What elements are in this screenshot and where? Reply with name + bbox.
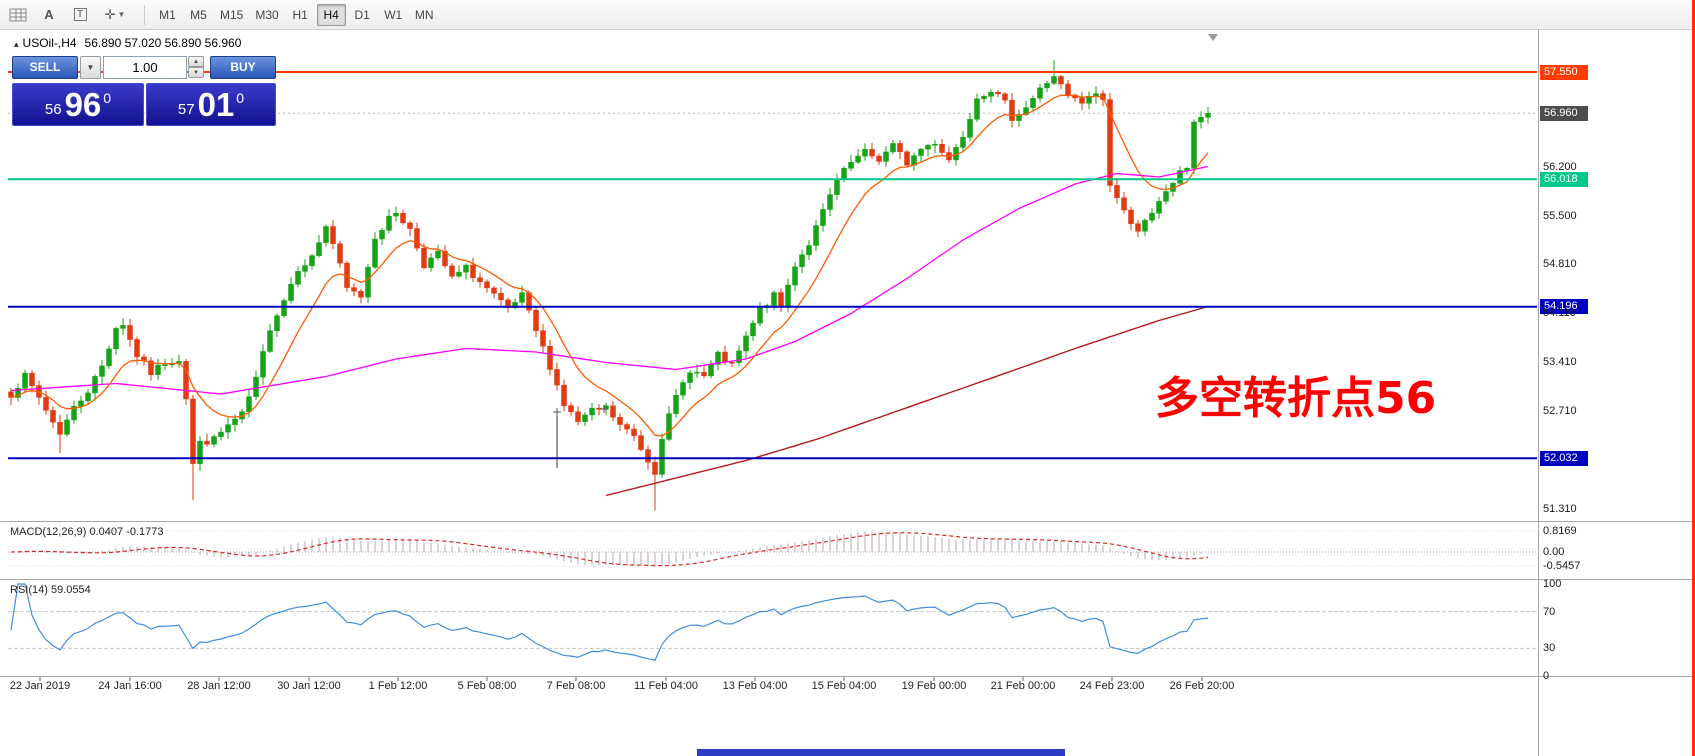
- timeframe-button-M5[interactable]: M5: [184, 4, 213, 26]
- crosshair-icon: ✛: [104, 6, 116, 22]
- window-edge-strip: [1692, 0, 1695, 756]
- ask-big-digits: 01: [197, 86, 235, 123]
- timeframe-button-D1[interactable]: D1: [348, 4, 377, 26]
- macd-name: MACD(12,26,9): [10, 526, 87, 538]
- macd-signal-value: -0.1773: [126, 526, 164, 538]
- insert-label-icon[interactable]: T: [66, 3, 94, 27]
- rsi-indicator-label: RSI(14) 59.0554: [10, 584, 91, 596]
- macd-signal-line: [10, 532, 1209, 567]
- cross-marker[interactable]: [553, 408, 561, 416]
- sell-button[interactable]: SELL: [12, 56, 78, 79]
- bid-big-digits: 96: [64, 86, 102, 123]
- rsi-name: RSI(14): [10, 584, 48, 596]
- timeframe-button-MN[interactable]: MN: [410, 4, 439, 26]
- timeframe-button-H1[interactable]: H1: [286, 4, 315, 26]
- volume-increase-button[interactable]: ▲: [188, 56, 204, 67]
- ask-price-box[interactable]: 57 01 0: [146, 83, 276, 126]
- ma-mid-line: [10, 165, 1209, 395]
- volume-dropdown-button[interactable]: ▼: [80, 56, 101, 79]
- candles-layer: [8, 60, 1211, 511]
- grid-icon: [9, 8, 27, 21]
- collapse-arrow-icon[interactable]: ▴: [14, 39, 19, 49]
- macd-main-value: 0.0407: [89, 526, 124, 538]
- ma-fast-line: [10, 94, 1209, 437]
- rsi-panel-layer: [8, 583, 1537, 661]
- chevron-down-icon: ▼: [117, 10, 126, 19]
- panel-separators: [0, 30, 1695, 756]
- tick-chart-icon[interactable]: [4, 3, 32, 27]
- ask-superscript: 0: [236, 90, 245, 106]
- ma-slow-line: [605, 305, 1209, 497]
- spinner-up-icon: ▲: [193, 59, 199, 65]
- bid-prefix: 56: [44, 101, 62, 118]
- boxed-t-icon: T: [73, 8, 87, 21]
- timeframe-button-M15[interactable]: M15: [215, 4, 248, 26]
- macd-panel-layer: [8, 530, 1537, 567]
- ask-prefix: 57: [177, 101, 195, 118]
- rsi-value: 59.0554: [50, 584, 91, 596]
- time-axis-layer[interactable]: [39, 677, 1203, 681]
- insert-text-icon[interactable]: A: [35, 3, 63, 27]
- timeframe-button-M30[interactable]: M30: [250, 4, 283, 26]
- chart-shift-marker-icon[interactable]: [1208, 34, 1218, 41]
- toolbar: A T ✛ ▼ M1 M5 M15 M30 H1 H4 D1 W1 MN: [0, 0, 1695, 30]
- toolbar-separator: [144, 4, 145, 25]
- bid-superscript: 0: [103, 90, 112, 106]
- letter-a-icon: A: [44, 7, 54, 22]
- timeframe-button-M1[interactable]: M1: [153, 4, 182, 26]
- ohlc-values: 56.890 57.020 56.890 56.960: [84, 36, 242, 50]
- cross-marker[interactable]: [600, 405, 608, 413]
- chart-annotation-text: 多空转折点56: [1155, 373, 1437, 424]
- macd-indicator-label: MACD(12,26,9) 0.0407 -0.1773: [10, 526, 164, 538]
- bid-price-box[interactable]: 56 96 0: [12, 83, 144, 126]
- moving-averages-layer: [10, 94, 1209, 497]
- rsi-line: [10, 583, 1209, 661]
- timeframe-group: M1 M5 M15 M30 H1 H4 D1 W1 MN: [153, 3, 441, 26]
- taskbar-strip: [697, 749, 1065, 756]
- chevron-down-icon: ▼: [86, 63, 95, 72]
- spinner-down-icon: ▼: [193, 70, 199, 76]
- chart-title: ▴ USOil-,H4 56.890 57.020 56.890 56.960: [14, 36, 241, 50]
- timeframe-button-H4[interactable]: H4: [316, 3, 346, 26]
- symbol-timeframe: USOil-,H4: [22, 36, 77, 50]
- volume-input[interactable]: [103, 56, 187, 79]
- volume-decrease-button[interactable]: ▼: [188, 67, 204, 78]
- cursor-tool-button[interactable]: ✛ ▼: [97, 3, 133, 27]
- buy-button[interactable]: BUY: [210, 56, 276, 79]
- timeframe-button-W1[interactable]: W1: [379, 4, 408, 26]
